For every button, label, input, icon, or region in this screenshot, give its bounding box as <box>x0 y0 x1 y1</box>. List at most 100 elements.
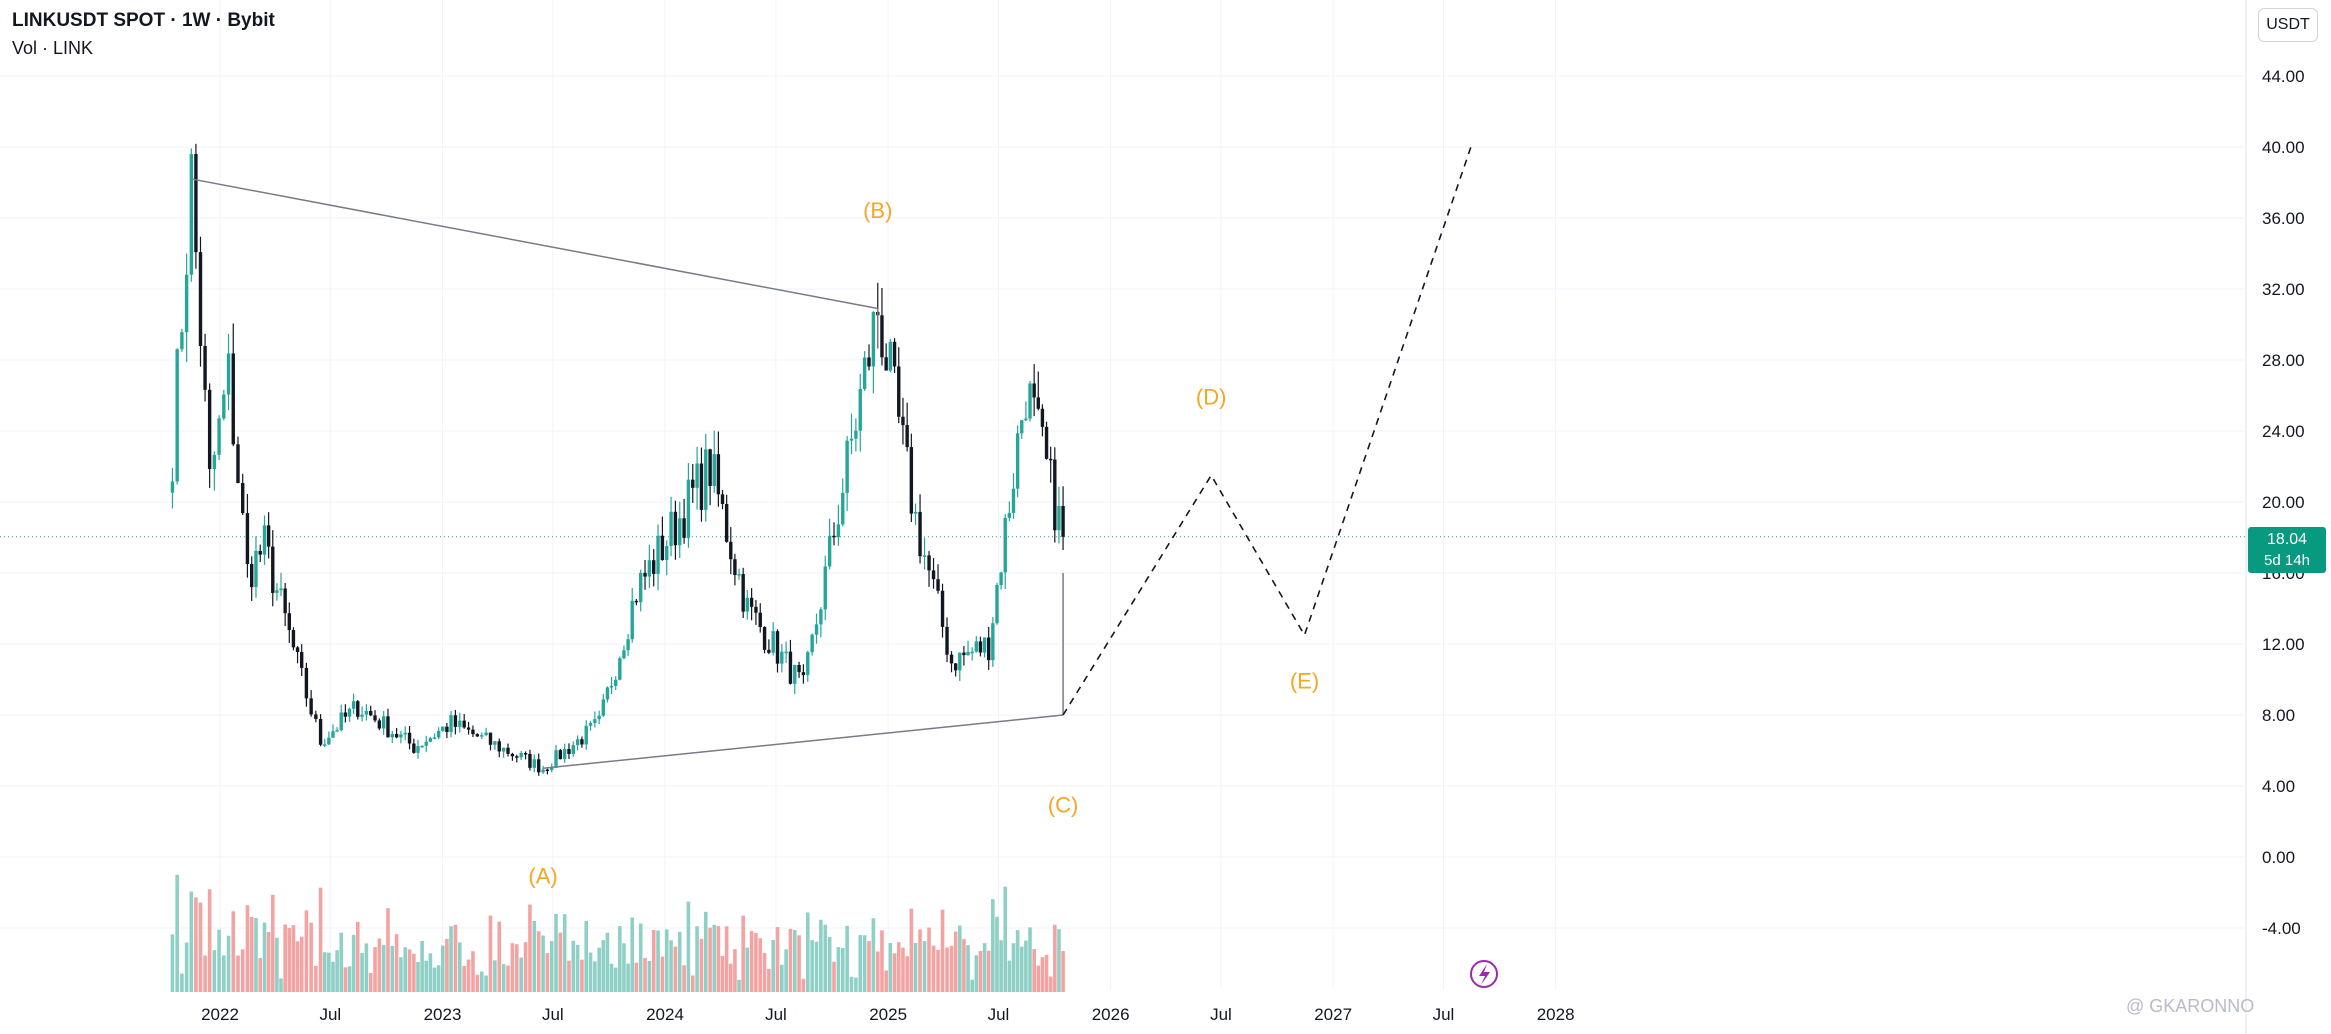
candle-body <box>428 738 433 742</box>
wave-label: (B) <box>863 198 892 223</box>
candle-body <box>449 715 453 733</box>
volume-bar <box>660 956 665 992</box>
candle-body <box>506 747 510 754</box>
candle-body <box>493 741 497 745</box>
candle-body <box>1040 408 1045 427</box>
candle-body <box>249 564 254 588</box>
candle-body <box>373 715 377 721</box>
volume-bar <box>519 957 523 992</box>
price-tick-label: 44.00 <box>2262 67 2305 86</box>
candle-body <box>819 609 823 625</box>
volume-bar <box>690 975 695 992</box>
volume-bar <box>222 955 226 992</box>
volume-bar <box>541 935 545 992</box>
volume-bar <box>1015 930 1020 992</box>
candle-body <box>862 357 867 389</box>
candle-body <box>466 727 471 730</box>
volume-bar <box>1048 976 1053 992</box>
candle-body <box>170 481 175 493</box>
candle-body <box>673 511 678 546</box>
volume-bar <box>634 962 639 992</box>
time-tick-label: 2027 <box>1314 1005 1352 1024</box>
candle-body <box>1007 512 1012 518</box>
volume-bar <box>226 935 231 992</box>
candle-body <box>416 746 420 753</box>
candle-body <box>836 524 841 538</box>
volume-bar <box>203 955 207 992</box>
time-tick-label: 2023 <box>424 1005 462 1024</box>
volume-bar <box>475 974 480 992</box>
candle-body <box>823 566 827 610</box>
candle-body <box>858 388 862 431</box>
candle-body <box>745 597 750 612</box>
volume-bar <box>927 927 931 992</box>
volume-bar <box>905 956 909 992</box>
candle-body <box>386 716 390 738</box>
volume-bar <box>703 911 708 992</box>
volume-bar <box>245 905 250 992</box>
volume-bar <box>840 947 845 992</box>
candle-body <box>436 730 441 738</box>
candle-body <box>695 463 699 488</box>
grid-lines <box>0 0 2247 1034</box>
price-axis[interactable]: 44.0040.0036.0032.0028.0024.0020.0016.00… <box>2262 67 2305 938</box>
volume-bar <box>275 937 279 992</box>
candle-body <box>758 612 762 627</box>
candle-body <box>407 732 412 744</box>
volume-bar <box>918 929 922 992</box>
volume-bar <box>788 928 793 992</box>
time-tick-label: Jul <box>319 1005 341 1024</box>
volume-bar <box>609 963 614 992</box>
candle-body <box>609 685 614 688</box>
volume-bar <box>322 952 327 992</box>
volume-bar <box>484 975 488 992</box>
candle-body <box>1024 418 1028 421</box>
volume-bar <box>554 913 558 992</box>
candle-body <box>180 332 184 350</box>
volume-bar <box>571 940 576 992</box>
candle-body <box>966 651 970 656</box>
volume-bar <box>991 899 995 992</box>
candle-body <box>913 511 918 514</box>
volume-bar <box>884 970 888 992</box>
candle-body <box>797 664 801 673</box>
volume-bar <box>262 922 267 992</box>
time-tick-label: Jul <box>765 1005 787 1024</box>
candle-body <box>814 624 819 635</box>
volume-bar <box>377 938 382 992</box>
candle-body <box>958 652 962 671</box>
candle-body <box>871 311 876 367</box>
time-tick-label: Jul <box>1433 1005 1455 1024</box>
candle-body <box>1036 397 1040 409</box>
candle-body <box>647 560 652 577</box>
volume-bar <box>762 952 767 992</box>
candle-body <box>545 769 550 772</box>
volume-bar <box>832 961 836 992</box>
candle-body <box>867 357 871 367</box>
candle-body <box>258 550 262 555</box>
time-tick-label: 2025 <box>869 1005 907 1024</box>
volume-bar <box>867 941 871 992</box>
candle-body <box>318 719 323 745</box>
volume-bar <box>295 941 300 992</box>
volume-bar <box>347 966 352 992</box>
candle-body <box>691 479 695 488</box>
alert-icon[interactable] <box>1470 960 1498 988</box>
volume-bar <box>479 971 484 992</box>
candle-body <box>562 748 567 760</box>
volume-bar <box>986 950 991 992</box>
volume-bar <box>827 936 832 992</box>
time-axis[interactable]: 2022 Jul 2023 Jul 2024 Jul 2025 Jul 2026 Jul 2027 J… <box>201 1005 1574 1024</box>
currency-button[interactable]: USDT <box>2258 8 2318 42</box>
candle-body <box>1003 517 1007 573</box>
candle-body <box>970 651 974 654</box>
volume-bar <box>597 947 601 992</box>
volume-bar <box>240 949 245 992</box>
volume-bar <box>814 941 819 992</box>
volume-bar <box>622 943 626 992</box>
candle-body <box>638 572 643 603</box>
volume-bar <box>207 889 212 992</box>
volume-bar <box>728 963 733 992</box>
candle-body <box>580 739 584 745</box>
